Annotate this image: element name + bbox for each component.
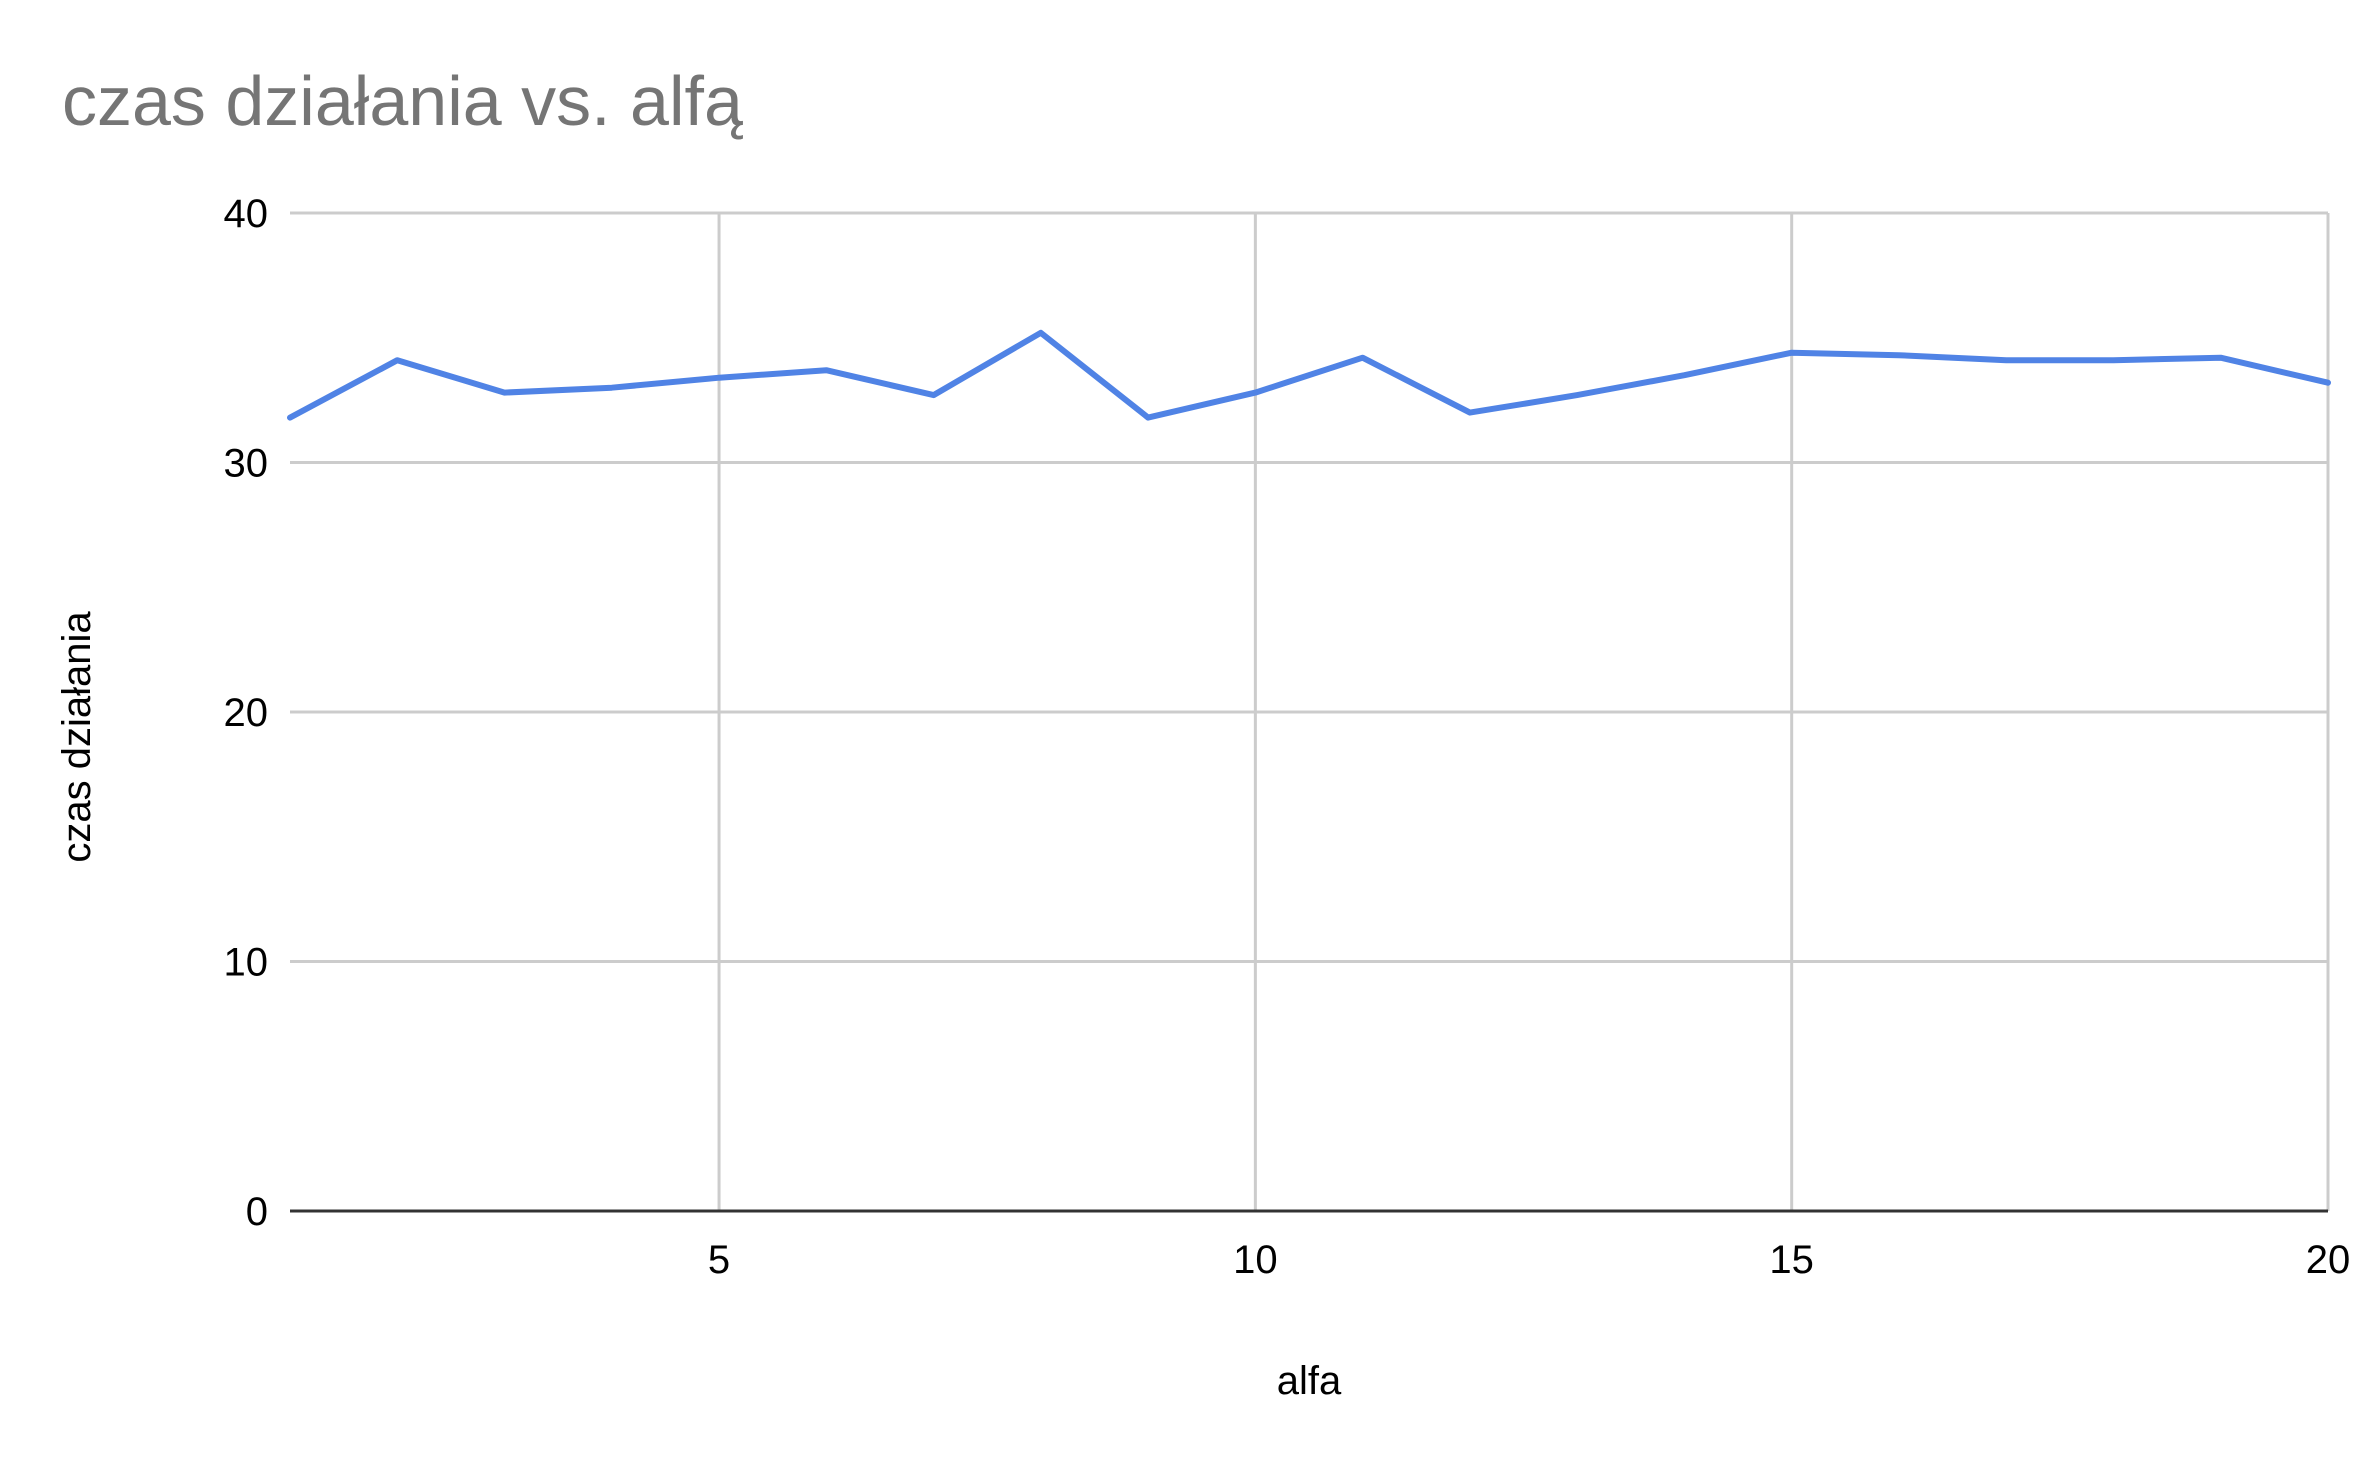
series-group [287, 329, 2331, 421]
y-tick-label: 30 [224, 442, 269, 486]
x-tick-label: 5 [708, 1238, 730, 1282]
chart-title: czas działania vs. alfą [62, 62, 743, 140]
y-axis-label: czas działania [55, 611, 99, 863]
y-tick-label: 0 [246, 1190, 268, 1234]
x-tick-label: 15 [1769, 1238, 1814, 1282]
y-tick-label: 20 [224, 691, 269, 735]
x-tick-label: 20 [2306, 1238, 2351, 1282]
x-tick-label: 10 [1233, 1238, 1278, 1282]
x-tick-labels: 5 10 15 20 [708, 1238, 2350, 1282]
x-axis-label: alfa [1277, 1359, 1342, 1403]
y-gridlines [290, 211, 2328, 963]
y-tick-label: 10 [224, 941, 269, 985]
series-line [287, 329, 2331, 421]
y-tick-labels: 0 10 20 30 40 [224, 192, 269, 1234]
y-tick-label: 40 [224, 192, 269, 236]
